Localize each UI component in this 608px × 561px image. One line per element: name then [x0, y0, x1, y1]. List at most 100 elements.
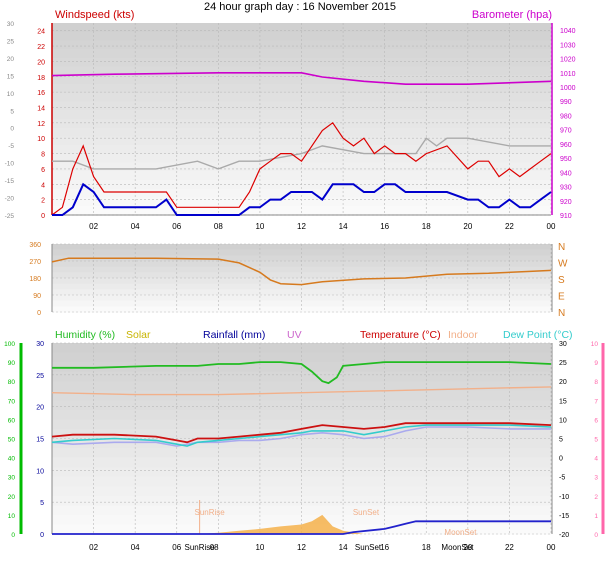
y-tick-direction: 270 [29, 259, 41, 266]
x-tick-label: 00 [547, 543, 556, 552]
y-tick-compass: N [558, 242, 565, 253]
x-tick-label: 04 [131, 543, 140, 552]
y-tick-uv: 6 [594, 417, 598, 424]
y-tick-compass: E [558, 292, 565, 303]
x-tick-label: 14 [339, 543, 348, 552]
y-tick-wind-outer: -5 [8, 143, 14, 150]
y-tick-uv: 5 [594, 437, 598, 444]
y-tick-wind-outer: 0 [10, 126, 14, 133]
y-tick-uv: 7 [594, 398, 598, 405]
dew-point-line [51, 424, 552, 447]
x-tick-label: 02 [89, 222, 98, 231]
y-tick-wind: 16 [37, 90, 45, 97]
y-tick-baro: 990 [560, 99, 572, 106]
x-tick-label: 12 [297, 543, 306, 552]
y-tick-wind: 22 [37, 44, 45, 51]
x-tick-label: 08 [210, 543, 219, 552]
plot-background-band [52, 188, 551, 199]
y-tick-baro: 950 [560, 156, 572, 163]
y-tick-wind: 10 [37, 136, 45, 143]
y-tick-baro: 940 [560, 170, 572, 177]
y-tick-wind: 14 [37, 105, 45, 112]
y-tick-humidity: 90 [8, 360, 16, 367]
y-tick-humidity: 100 [4, 341, 15, 348]
y-tick-temperature: -10 [559, 494, 569, 501]
y-tick-wind: 20 [37, 59, 45, 66]
plot-background-band [52, 110, 551, 120]
y-tick-uv: 9 [594, 360, 598, 367]
plot-background-band [52, 283, 551, 290]
x-tick-label: 20 [463, 543, 472, 552]
y-tick-temperature: 30 [559, 341, 567, 348]
y-tick-baro: 970 [560, 128, 572, 135]
y-tick-wind-outer: 20 [7, 56, 15, 63]
y-tick-rain: 15 [36, 437, 44, 444]
x-tick-label: 18 [422, 543, 431, 552]
y-tick-baro: 960 [560, 142, 572, 149]
x-tick-label: 16 [380, 222, 389, 231]
apparent-temperature-line [51, 426, 551, 447]
plot-background-band [52, 476, 551, 487]
x-tick-label: 06 [172, 222, 181, 231]
indoor-temperature-line [51, 386, 552, 396]
x-tick-label: 00 [547, 222, 556, 231]
y-tick-humidity: 40 [8, 456, 16, 463]
y-tick-baro: 1030 [560, 42, 576, 49]
x-tick-label: MoonSet [441, 543, 474, 552]
sunset-annotation: SunSet [353, 508, 380, 517]
plot-background-band [52, 206, 551, 216]
y-tick-rain: 20 [36, 405, 44, 412]
plot-background-band [52, 400, 551, 411]
plot-background-band [52, 409, 551, 420]
y-tick-baro: 920 [560, 199, 572, 206]
y-tick-humidity: 0 [11, 532, 15, 539]
y-tick-uv: 3 [594, 475, 598, 482]
y-tick-direction: 90 [33, 293, 41, 300]
x-tick-label: 04 [131, 222, 140, 231]
y-tick-temperature: 10 [559, 417, 567, 424]
y-tick-uv: 4 [594, 456, 598, 463]
plot-background-band [52, 457, 551, 468]
y-tick-humidity: 10 [8, 513, 16, 520]
legend-label: Rainfall (mm) [203, 329, 265, 341]
y-tick-compass: W [558, 259, 568, 270]
y-tick-temperature: 0 [559, 456, 563, 463]
y-tick-wind: 6 [41, 167, 45, 174]
x-tick-label: 08 [214, 222, 223, 231]
plot-background-band [52, 300, 551, 307]
y-tick-rain: 0 [40, 532, 44, 539]
y-tick-wind-outer: -15 [5, 178, 15, 185]
y-tick-baro: 1000 [560, 85, 576, 92]
temperature-line [51, 422, 552, 444]
y-tick-temperature: -20 [559, 532, 569, 539]
y-tick-rain: 25 [36, 373, 44, 380]
plot-background-band [52, 197, 551, 207]
wind-average-line [52, 182, 552, 216]
plot-background-band [52, 381, 551, 392]
y-tick-rain: 5 [40, 500, 44, 507]
solar-area [197, 514, 364, 534]
y-tick-baro: 910 [560, 213, 572, 220]
y-tick-humidity: 80 [8, 379, 16, 386]
grey-series-line [52, 137, 551, 170]
sunrise-annotation: SunRise [194, 508, 225, 517]
y-tick-compass: N [558, 308, 565, 319]
x-tick-label: 10 [255, 222, 264, 231]
y-tick-rain: 30 [36, 341, 44, 348]
y-tick-temperature: 25 [559, 360, 567, 367]
plot-background-band [52, 92, 551, 103]
y-tick-wind-outer: -20 [5, 196, 15, 203]
humidity-line [52, 361, 552, 385]
x-tick-label: 02 [89, 543, 98, 552]
wind-gust-line [51, 121, 552, 216]
y-tick-humidity: 70 [8, 398, 16, 405]
wind-panel: 242220181614121086420302520151050-5-10-1… [5, 9, 576, 231]
rainfall-line [52, 520, 551, 535]
y-tick-wind-outer: 30 [7, 21, 15, 28]
plot-background-band [52, 49, 551, 59]
y-tick-baro: 930 [560, 185, 572, 192]
y-tick-wind-outer: 15 [7, 73, 15, 80]
y-tick-wind: 18 [37, 75, 45, 82]
y-tick-wind: 8 [41, 152, 45, 159]
